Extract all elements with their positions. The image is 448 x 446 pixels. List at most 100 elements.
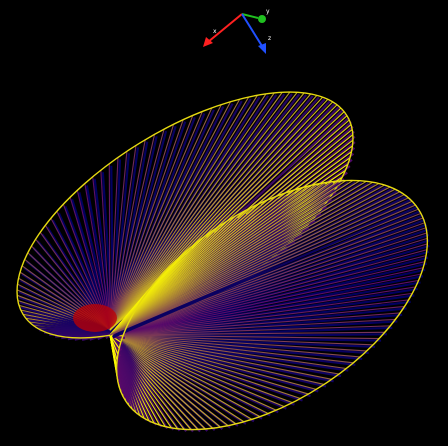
z-axis-arrowhead — [258, 43, 266, 54]
lower-lobe-ray — [109, 334, 325, 385]
upper-lobe-ray — [92, 176, 111, 331]
upper-lobe-ray — [109, 94, 318, 331]
lower-lobe-ray — [109, 334, 261, 418]
lower-lobe-rim — [115, 179, 429, 431]
orientation-axes-gizmo[interactable]: x y z — [203, 8, 271, 54]
lower-lobe-ray — [109, 334, 285, 408]
upper-lobe-ray — [109, 119, 184, 331]
lower-lobe-ray — [109, 292, 413, 336]
y-axis-label: y — [266, 8, 270, 15]
lower-lobe-ray — [109, 305, 405, 336]
upper-lobe-ray — [109, 92, 275, 331]
lower-lobe-ray — [109, 334, 332, 380]
lower-lobe-ray — [109, 331, 385, 336]
upper-lobe-ray — [109, 115, 194, 331]
upper-lobe-ray — [109, 139, 146, 331]
upper-lobe-ray — [109, 145, 137, 331]
lower-lobe-ray — [109, 200, 413, 336]
lower-lobe-ray — [109, 286, 416, 336]
upper-lobe-ray — [109, 96, 250, 331]
lower-lobe-ray — [109, 186, 391, 336]
lower-lobe-ray — [109, 267, 424, 336]
lower-lobe-ray — [109, 249, 428, 336]
upper-lobe-ray — [109, 134, 156, 331]
x-axis-arrow — [207, 13, 243, 43]
upper-lobe-ray — [84, 183, 111, 331]
upper-lobe-ray-shadow — [111, 147, 140, 333]
lower-lobe-ray — [109, 184, 385, 336]
lower-lobe-ray-shadow — [112, 206, 418, 339]
upper-lobe-ray — [109, 94, 258, 331]
lower-lobe-ray — [109, 191, 401, 336]
y-axis-marker — [258, 15, 266, 23]
lower-lobe-ray — [109, 181, 374, 336]
lower-lobe-ray — [109, 334, 120, 349]
upper-lobe-ray — [109, 107, 213, 331]
lower-lobe-ray — [109, 334, 367, 352]
lower-lobe-ray — [109, 334, 354, 364]
lower-lobe-ray — [109, 182, 380, 336]
lower-lobe-ray — [109, 204, 416, 336]
upper-lobe-ray — [109, 93, 267, 331]
lower-lobe-ray — [109, 334, 347, 370]
lower-lobe-ray — [109, 197, 409, 336]
lower-lobe-ray — [109, 334, 380, 340]
upper-lobe-ray — [109, 104, 222, 331]
x-axis-label: x — [213, 28, 217, 35]
upper-lobe-ray — [100, 170, 111, 331]
lower-lobe-ray — [109, 334, 301, 400]
lower-lobe-ray — [109, 194, 405, 336]
upper-lobe-ray — [109, 128, 165, 331]
upper-lobe-ray — [109, 101, 232, 331]
lower-lobe-ray — [109, 334, 361, 358]
lower-lobe-ray — [109, 334, 340, 375]
lower-lobe-ray — [109, 182, 324, 336]
upper-lobe-ray — [109, 151, 128, 331]
lower-lobe-ray — [109, 179, 354, 336]
lower-lobe-ray — [109, 334, 309, 395]
lower-lobe-ray — [109, 180, 340, 336]
upper-lobe-ray — [109, 93, 312, 331]
lower-lobe-ray — [109, 181, 332, 336]
y-axis-arrow — [241, 13, 259, 19]
lower-lobe-ray — [109, 334, 277, 411]
upper-lobe-ray — [108, 163, 111, 331]
lower-lobe-ray — [109, 232, 428, 336]
upper-lobe-ray — [109, 91, 283, 331]
lower-lobe-ray — [109, 261, 425, 336]
lower-lobe-ray — [109, 334, 293, 404]
lower-lobe-ray — [109, 334, 253, 420]
upper-lobe-ray — [109, 92, 305, 331]
lower-lobe-ray — [109, 312, 401, 336]
lower-lobe-ray — [109, 334, 317, 390]
surface-hub — [73, 304, 117, 332]
lower-lobe-ray — [109, 237, 428, 336]
upper-lobe-ray — [109, 98, 329, 331]
lower-lobe-ray — [109, 180, 347, 336]
upper-lobe-ray — [109, 111, 203, 331]
lower-lobe-ray — [109, 243, 428, 336]
upper-lobe-ray — [109, 124, 175, 331]
lower-lobe-ray — [109, 334, 269, 415]
z-axis-label: z — [268, 35, 271, 42]
lower-lobe-ray — [109, 183, 317, 336]
lower-lobe-ray — [109, 318, 396, 336]
lower-lobe-ray — [109, 188, 396, 336]
upper-lobe-ray — [109, 96, 324, 331]
lower-lobe-ray — [109, 334, 119, 355]
lower-lobe-ray-shadow — [112, 335, 279, 414]
upper-lobe-ray — [109, 91, 291, 331]
lower-lobe-ray — [109, 180, 367, 336]
lower-lobe-ray — [109, 180, 361, 336]
x-axis-arrowhead — [203, 37, 213, 47]
lower-lobe-ray — [109, 334, 122, 343]
lower-lobe-surface — [109, 179, 430, 433]
lower-lobe-ray — [109, 273, 422, 336]
lower-lobe-ray — [109, 255, 427, 336]
z-axis-arrow — [241, 13, 263, 47]
lower-lobe-ray — [109, 279, 419, 336]
upper-lobe-ray — [109, 91, 298, 331]
lower-lobe-ray — [109, 325, 391, 336]
